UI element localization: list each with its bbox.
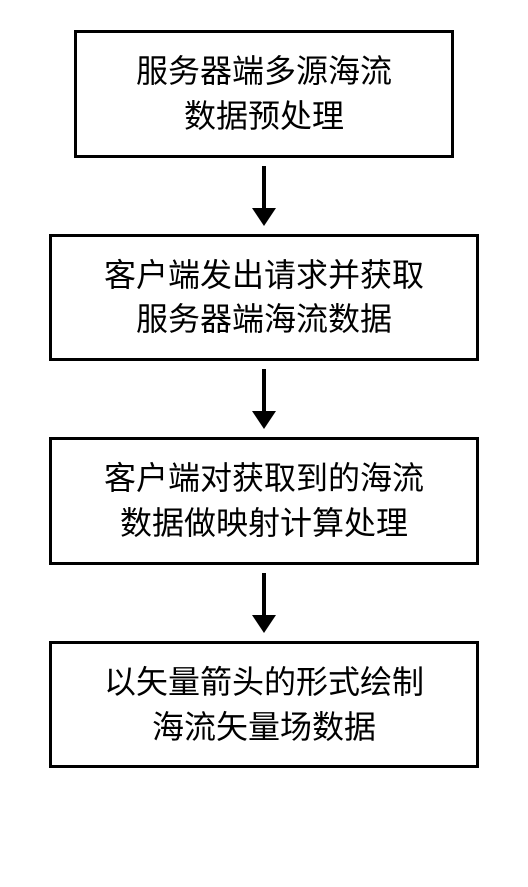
arrow-line bbox=[262, 369, 266, 411]
flowchart-arrow bbox=[262, 166, 266, 226]
flowchart-box-1: 服务器端多源海流 数据预处理 bbox=[74, 30, 454, 158]
box-text-line: 服务器端多源海流 bbox=[101, 49, 427, 94]
flowchart-arrow bbox=[262, 573, 266, 633]
box-text-line: 以矢量箭头的形式绘制 bbox=[76, 660, 452, 705]
flowchart-arrow bbox=[262, 369, 266, 429]
arrow-head-icon bbox=[252, 411, 276, 429]
flowchart-box-4: 以矢量箭头的形式绘制 海流矢量场数据 bbox=[49, 641, 479, 769]
box-text-line: 服务器端海流数据 bbox=[76, 297, 452, 342]
box-text-line: 客户端对获取到的海流 bbox=[76, 456, 452, 501]
arrow-head-icon bbox=[252, 208, 276, 226]
arrow-line bbox=[262, 573, 266, 615]
arrow-line bbox=[262, 166, 266, 208]
box-text-line: 客户端发出请求并获取 bbox=[76, 253, 452, 298]
arrow-head-icon bbox=[252, 615, 276, 633]
box-text-line: 数据预处理 bbox=[101, 94, 427, 139]
box-text-line: 海流矢量场数据 bbox=[76, 705, 452, 750]
flowchart-box-2: 客户端发出请求并获取 服务器端海流数据 bbox=[49, 234, 479, 362]
flowchart-box-3: 客户端对获取到的海流 数据做映射计算处理 bbox=[49, 437, 479, 565]
box-text-line: 数据做映射计算处理 bbox=[76, 501, 452, 546]
